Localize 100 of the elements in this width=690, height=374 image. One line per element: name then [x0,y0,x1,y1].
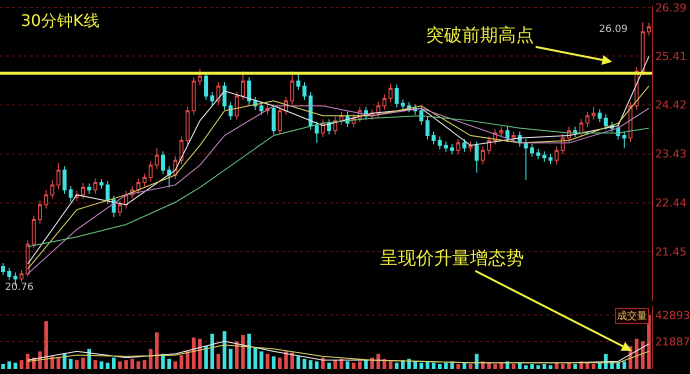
candlestick [438,136,442,150]
bar [253,348,258,369]
bar [616,362,620,369]
bar [419,362,424,369]
candlestick [93,178,98,194]
candlestick [247,76,252,106]
annotation: 呈现价升量增态势 [380,248,524,269]
candlestick [136,178,140,194]
candlestick [1,262,6,276]
bar [524,365,528,369]
candlestick [425,116,430,140]
y-tick-label: 26.39 [655,1,687,14]
bar [388,361,392,369]
bar [536,365,540,369]
bar [204,346,208,369]
candlestick [272,104,276,136]
candlestick [530,143,534,158]
candlestick [646,22,651,36]
bar [142,360,146,369]
candlestick [468,140,473,152]
bar [75,360,79,369]
candlestick [419,106,424,126]
candlestick [640,22,645,76]
candlestick [204,72,208,100]
candlestick [314,121,319,144]
candlestick [99,178,104,190]
candlestick [68,185,73,202]
bar [112,358,116,369]
bar [364,360,368,369]
bar [100,361,104,369]
candlestick [222,82,227,110]
bar [167,358,171,369]
candlestick [50,180,54,200]
bar [468,364,472,369]
bar [530,364,534,369]
y-tick-label: 24.42 [655,98,687,112]
bar [56,358,60,369]
bar [62,354,66,369]
bar [198,338,202,369]
bar [308,360,312,369]
bar [173,361,178,369]
bar [118,361,122,369]
candlestick [44,189,48,210]
candlestick [198,68,202,86]
y-tick-label: 23.43 [655,148,687,161]
bar [7,361,12,369]
bar [560,364,565,369]
candlestick [38,200,42,224]
candlestick [382,94,386,110]
annotation: 26.09 [599,24,628,35]
candlestick [394,84,399,108]
candlestick [512,131,516,142]
candlestick [87,182,92,194]
candlestick [444,140,448,152]
bar [155,332,159,369]
bar [438,364,442,369]
candlestick [228,101,233,120]
line-series [27,115,650,248]
bar [124,360,128,369]
y-tick-label: 21887 [655,335,690,348]
bar [352,362,356,369]
bar [542,364,546,369]
bar [333,360,338,369]
candlestick [499,126,504,138]
candlestick [106,180,110,204]
bar [278,358,282,369]
bar [321,358,325,369]
bar [296,356,300,369]
y-tick-label: 22.44 [655,196,687,210]
candlestick [302,82,306,100]
candlestick [554,146,559,165]
bar [302,358,306,369]
bar [432,362,436,369]
y-tick-label: 42893 [655,308,690,322]
bar [327,362,331,369]
candlestick [505,126,510,142]
candlestick [56,162,60,190]
bar [382,358,386,369]
bar [512,364,516,369]
chart-title: 30分钟K线 [20,11,100,30]
candlestick [278,106,282,136]
candlestick [542,150,546,162]
candlestick [622,131,626,148]
bar [93,360,98,369]
candlestick [327,118,332,136]
candlestick [376,101,380,118]
candlestick [154,147,159,170]
candlestick [524,138,528,181]
bar [68,358,73,369]
bar [573,364,577,369]
candlestick [585,111,590,128]
candlestick [450,143,454,155]
bar [266,354,270,369]
candlestick [480,146,485,165]
candlestick [604,114,608,130]
y-axis-title: 成交量 [617,310,647,322]
bar [272,356,276,369]
bar [81,358,85,369]
bar [210,334,214,369]
bar [462,362,466,369]
